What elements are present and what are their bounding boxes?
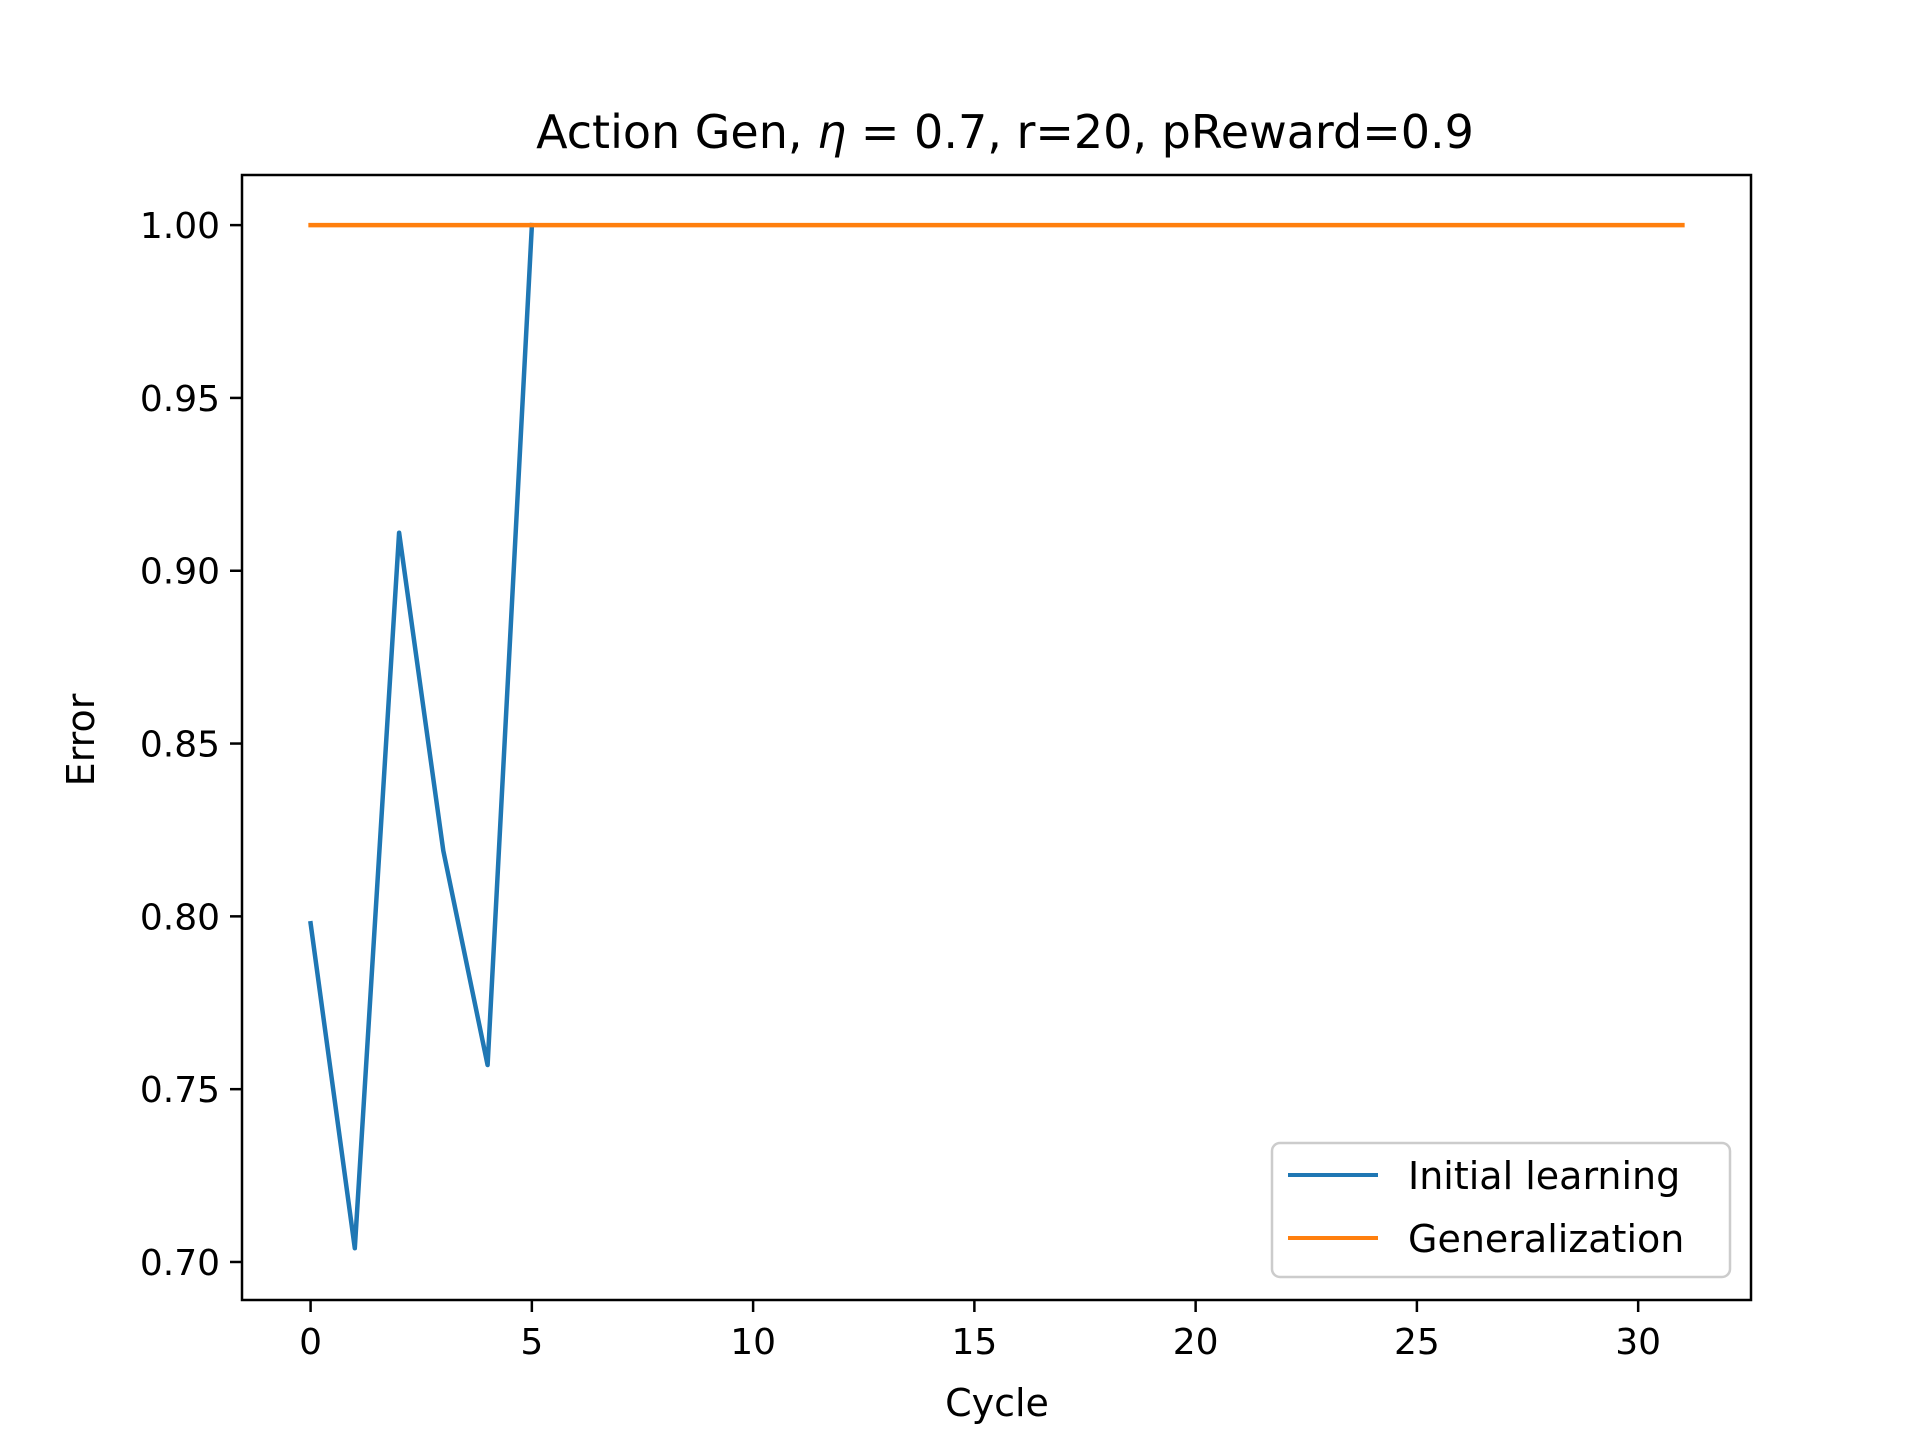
- title-part-2: = 0.7, r=20, pReward=0.9: [846, 105, 1474, 159]
- x-axis: 0 5 10 15 20 25 30: [299, 1300, 1661, 1363]
- x-tick-label: 15: [951, 1322, 997, 1363]
- x-axis-label: Cycle: [945, 1381, 1049, 1425]
- series-line-initial-learning: [308, 222, 535, 1251]
- x-tick-label: 20: [1173, 1322, 1219, 1363]
- y-tick-label: 0.90: [140, 552, 220, 593]
- chart-title: Action Gen, η = 0.7, r=20, pReward=0.9: [536, 105, 1474, 159]
- y-tick-label: 0.85: [140, 725, 220, 766]
- y-tick-label: 0.80: [140, 897, 220, 938]
- legend-label-initial-learning: Initial learning: [1408, 1154, 1680, 1198]
- y-tick-label: 0.70: [140, 1243, 220, 1284]
- plot-frame: [240, 173, 1753, 1302]
- series-layer: [308, 222, 1685, 1251]
- legend-box: [1270, 1141, 1732, 1279]
- x-tick-label: 10: [730, 1322, 776, 1363]
- y-tick-label: 0.75: [140, 1070, 220, 1111]
- x-tick-label: 5: [520, 1322, 543, 1363]
- legend: Initial learning Generalization: [1270, 1141, 1732, 1279]
- title-part-1: Action Gen,: [536, 105, 817, 159]
- y-tick-label: 1.00: [140, 206, 220, 247]
- x-tick-label: 25: [1394, 1322, 1440, 1363]
- legend-label-generalization: Generalization: [1408, 1217, 1684, 1261]
- x-tick-label: 30: [1615, 1322, 1661, 1363]
- y-axis-label: Error: [59, 693, 103, 786]
- y-tick-label: 0.95: [140, 379, 220, 420]
- x-tick-label: 0: [299, 1322, 322, 1363]
- title-part-eta: η: [817, 105, 846, 159]
- y-axis: 0.70 0.75 0.80 0.85 0.90 0.95 1.00: [140, 206, 242, 1284]
